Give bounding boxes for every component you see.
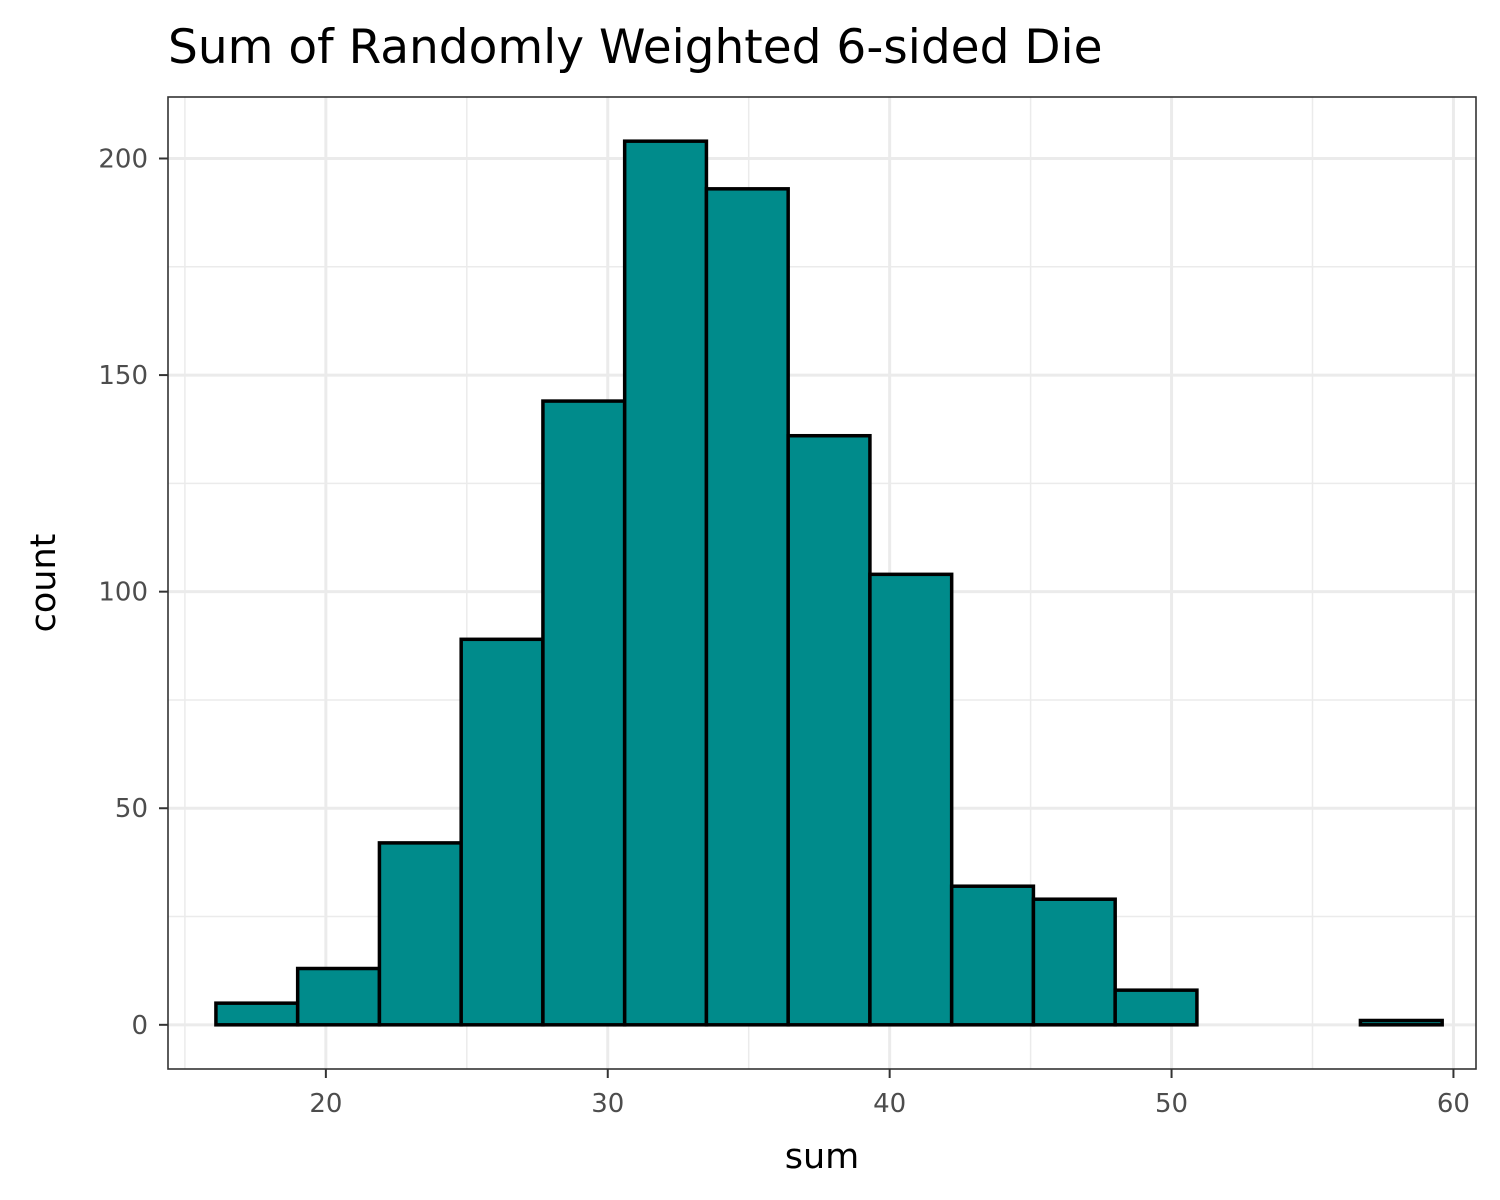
y-tick-label: 150 xyxy=(98,361,148,391)
histogram-bar-12 xyxy=(1113,988,1199,1027)
plot-panel xyxy=(167,96,1477,1070)
x-tick-label: 20 xyxy=(309,1089,342,1119)
x-tick-label: 50 xyxy=(1155,1089,1188,1119)
histogram-bar-2 xyxy=(295,966,382,1027)
histogram-bar-6 xyxy=(622,139,709,1027)
histogram-bar-15 xyxy=(1358,1018,1444,1027)
histogram-bar-8 xyxy=(786,433,872,1027)
y-tick-label: 100 xyxy=(98,578,148,608)
chart-title: Sum of Randomly Weighted 6-sided Die xyxy=(168,20,1103,75)
y-axis: 0 50 100 150 200 xyxy=(98,145,168,1041)
y-tick-label: 0 xyxy=(131,1011,148,1041)
histogram-bar-7 xyxy=(704,187,790,1027)
y-tick-label: 200 xyxy=(98,145,148,175)
y-axis-title: count xyxy=(24,534,64,633)
histogram-bar-11 xyxy=(1031,897,1117,1027)
histogram-bar-3 xyxy=(377,841,463,1027)
x-tick-label: 40 xyxy=(873,1089,906,1119)
histogram-bars xyxy=(214,139,1444,1027)
x-axis-title: sum xyxy=(785,1137,860,1177)
x-tick-label: 30 xyxy=(591,1089,624,1119)
histogram-bar-9 xyxy=(868,572,954,1027)
histogram-bar-1 xyxy=(214,1001,300,1027)
x-tick-label: 60 xyxy=(1437,1089,1470,1119)
x-axis: 20 30 40 50 60 xyxy=(309,1069,1470,1119)
histogram-bar-5 xyxy=(541,399,627,1027)
histogram-bar-10 xyxy=(949,884,1036,1027)
histogram-bar-4 xyxy=(459,637,545,1027)
y-tick-label: 50 xyxy=(115,794,148,824)
panel-border xyxy=(167,96,1477,1070)
